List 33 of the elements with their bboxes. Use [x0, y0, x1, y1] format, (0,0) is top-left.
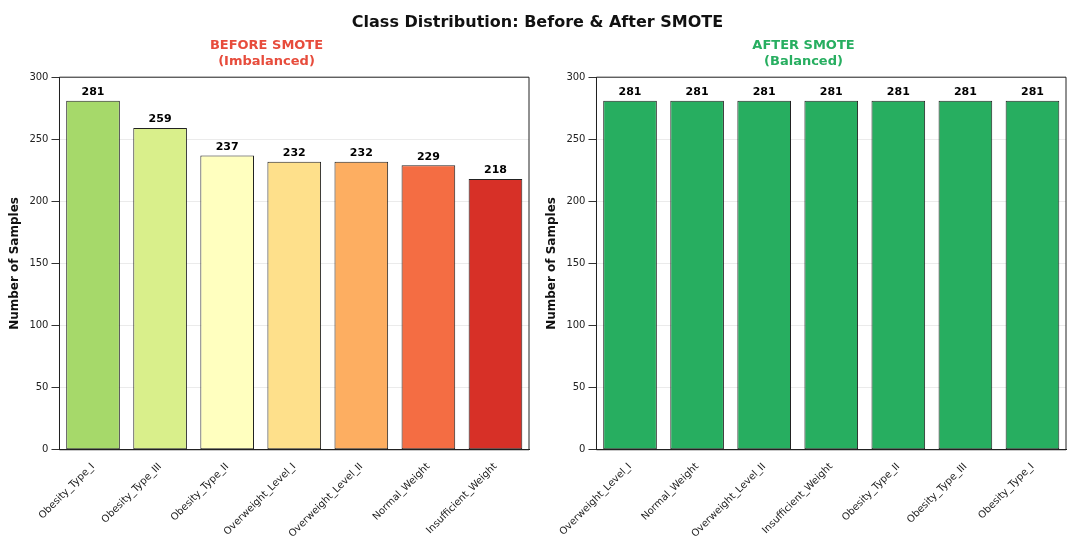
- data-label: 281: [1020, 85, 1044, 99]
- data-label: 259: [148, 112, 172, 126]
- data-label: 281: [886, 85, 910, 99]
- text: Class Distribution: Before & After SMOTE: [350, 11, 725, 33]
- data-label: 218: [483, 163, 507, 177]
- data-label: 281: [953, 85, 977, 99]
- data-label: 281: [618, 85, 642, 99]
- data-label: 281: [819, 85, 843, 99]
- y-tick-label: 0: [42, 443, 49, 455]
- data-label: 232: [349, 146, 373, 160]
- y-tick-label: 50: [572, 381, 586, 393]
- y-tick-label: 250: [29, 132, 49, 144]
- y-tick-label: 250: [566, 132, 586, 144]
- y-tick-label: 300: [29, 70, 49, 82]
- data-label: 229: [416, 149, 440, 163]
- chart-title: AFTER SMOTE (Balanced): [752, 37, 855, 68]
- y-tick-label: 100: [566, 319, 586, 331]
- y-tick-label: 0: [579, 443, 586, 455]
- data-label: 232: [282, 146, 306, 160]
- y-axis-title: Number of Samples: [544, 197, 559, 330]
- y-tick-label: 150: [566, 257, 586, 269]
- y-tick-label: 300: [566, 70, 586, 82]
- y-tick-label: 50: [35, 381, 49, 393]
- y-tick-label: 200: [566, 194, 586, 206]
- chart-title: BEFORE SMOTE (Imbalanced): [209, 37, 324, 68]
- y-tick-label: 100: [29, 319, 49, 331]
- y-tick-label: 150: [29, 257, 49, 269]
- data-label: 281: [685, 85, 709, 99]
- data-label: 281: [81, 85, 105, 99]
- y-axis-title: Number of Samples: [7, 197, 22, 330]
- data-label: 281: [752, 85, 776, 99]
- y-tick-label: 200: [29, 194, 49, 206]
- data-label: 237: [215, 139, 239, 153]
